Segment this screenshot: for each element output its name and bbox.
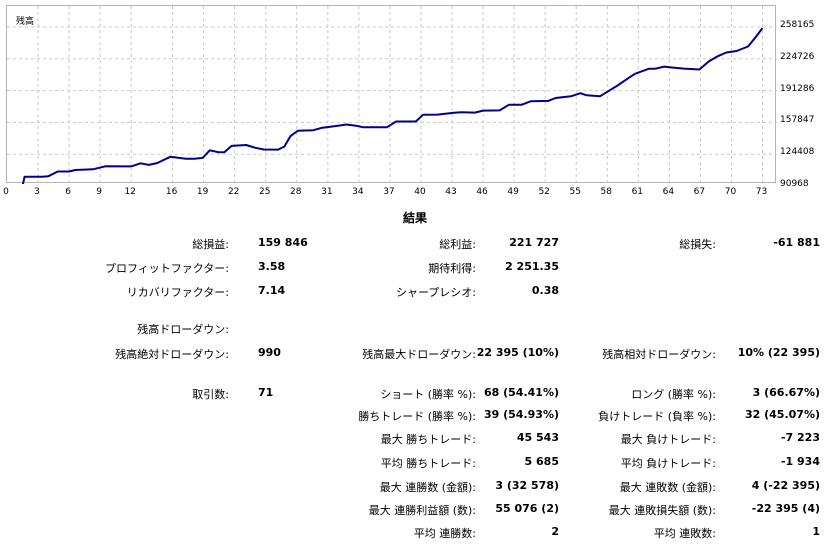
- stat-label: 最大 勝ちトレード:: [380, 433, 476, 446]
- stat-value: -22 395 (4): [751, 502, 820, 515]
- stat-label: 総利益:: [439, 238, 476, 251]
- stat-value: 221 727: [509, 236, 559, 249]
- stat-value: 3 (66.67%): [752, 386, 820, 399]
- stat-value: 45 543: [516, 431, 559, 444]
- x-tick-label: 6: [65, 187, 71, 197]
- stat-label: 残高絶対ドローダウン:: [115, 348, 229, 361]
- x-tick-label: 70: [724, 187, 737, 197]
- stat-value: 3.58: [258, 260, 286, 273]
- y-tick-label: 157847: [780, 115, 815, 126]
- x-tick-label: 0: [3, 187, 9, 197]
- y-tick-label: 124408: [780, 147, 815, 158]
- stat-value: 55 076 (2): [495, 502, 559, 515]
- x-tick-label: 19: [196, 187, 209, 197]
- stat-value: 4 (-22 395): [751, 479, 820, 492]
- stat-value: 5 685: [524, 455, 559, 468]
- balance-chart: [7, 6, 777, 184]
- stat-label: シャープレシオ:: [395, 286, 476, 299]
- stat-value: 32 (45.07%): [744, 408, 820, 421]
- x-tick-label: 55: [569, 187, 581, 197]
- x-tick-label: 43: [445, 187, 457, 197]
- stat-label: 総損益:: [192, 238, 229, 251]
- y-tick-label: 258165: [780, 20, 815, 30]
- stat-label: 期待利得:: [428, 262, 476, 275]
- x-tick-label: 58: [600, 187, 612, 197]
- stat-label: 平均 連勝数:: [413, 527, 476, 540]
- stat-label: 平均 負けトレード:: [620, 457, 716, 470]
- x-tick-label: 40: [414, 187, 426, 197]
- balance-series-line: [21, 27, 764, 184]
- stat-value: 39 (54.93%): [483, 408, 559, 421]
- x-tick-label: 25: [259, 187, 271, 197]
- stat-label: リカバリファクター:: [126, 286, 229, 299]
- y-tick-label: 224726: [780, 51, 815, 62]
- x-tick-label: 46: [476, 187, 488, 197]
- stat-value: 159 846: [258, 236, 308, 249]
- y-tick-label: 90968: [780, 179, 809, 189]
- x-tick-label: 22: [227, 187, 240, 197]
- stat-label: 最大 連敗損失額 (数):: [608, 504, 716, 517]
- x-tick-label: 3: [34, 187, 40, 197]
- stat-label: 最大 負けトレード:: [620, 433, 716, 446]
- stat-label: 勝ちトレード (勝率 %):: [358, 410, 476, 423]
- stat-value: -7 223: [780, 431, 820, 444]
- stat-label: プロフィットファクター:: [104, 262, 229, 275]
- y-tick-label: 191286: [780, 83, 815, 94]
- stat-label: ショート (勝率 %):: [380, 388, 476, 401]
- x-tick-label: 9: [96, 187, 102, 197]
- stat-value: 2: [551, 525, 559, 538]
- stat-value: 3 (32 578): [495, 479, 559, 492]
- results-title: 結果: [402, 211, 427, 225]
- stat-label: ロング (勝率 %):: [631, 388, 716, 401]
- stat-label: 残高ドローダウン:: [137, 323, 229, 336]
- x-tick-label: 61: [631, 187, 644, 197]
- stat-value: 22 395 (10%): [476, 346, 559, 359]
- x-tick-label: 12: [124, 187, 136, 197]
- stat-label: 最大 連勝利益額 (数):: [368, 504, 476, 517]
- stat-value: 0.38: [531, 284, 559, 297]
- chart-frame: 残高: [6, 5, 777, 184]
- stat-label: 総損失:: [679, 238, 716, 251]
- x-tick-label: 28: [290, 187, 302, 197]
- stat-label: 負けトレード (負率 %):: [598, 410, 716, 423]
- stat-label: 平均 勝ちトレード:: [380, 457, 476, 470]
- stat-value: -1 934: [780, 455, 820, 468]
- x-tick-label: 64: [662, 187, 675, 197]
- x-tick-label: 16: [165, 187, 178, 197]
- stat-value: 2 251.35: [505, 260, 559, 273]
- x-tick-label: 31: [321, 187, 333, 197]
- stat-value: 7.14: [258, 284, 286, 297]
- stat-label: 取引数:: [192, 388, 229, 401]
- stat-value: 68 (54.41%): [483, 386, 559, 399]
- x-tick-label: 49: [507, 187, 519, 197]
- stat-label: 残高最大ドローダウン:: [362, 348, 476, 361]
- x-tick-label: 37: [383, 187, 395, 197]
- stat-label: 最大 連勝数 (金額):: [379, 481, 476, 494]
- stat-value: 71: [258, 386, 274, 399]
- x-tick-label: 67: [693, 187, 706, 197]
- stat-label: 最大 連敗数 (金額):: [619, 481, 716, 494]
- stat-value: 990: [258, 346, 281, 359]
- x-tick-label: 34: [352, 187, 364, 197]
- stat-value: -61 881: [773, 236, 820, 249]
- chart-title: 残高: [16, 17, 35, 27]
- stat-value: 10% (22 395): [737, 346, 820, 359]
- x-tick-label: 73: [755, 187, 768, 197]
- stat-label: 残高相対ドローダウン:: [602, 348, 716, 361]
- x-tick-label: 52: [538, 187, 550, 197]
- stat-value: 1: [812, 525, 820, 538]
- stat-label: 平均 連敗数:: [653, 527, 716, 540]
